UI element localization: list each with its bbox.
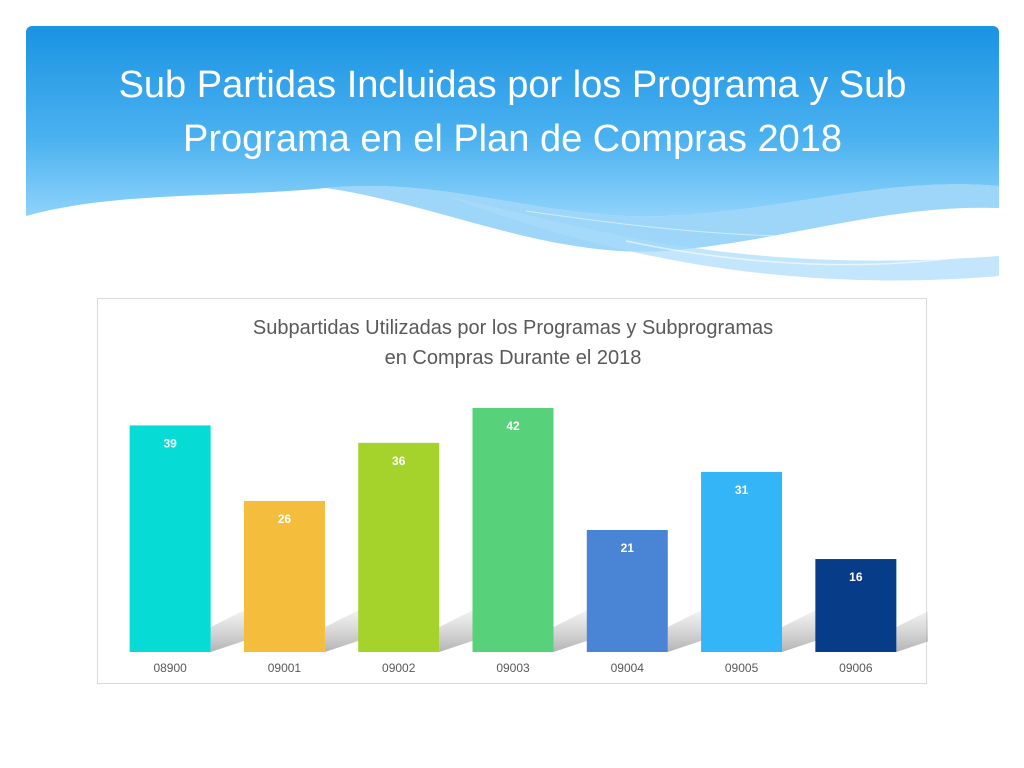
x-tick-label: 09001 bbox=[268, 661, 302, 675]
bar-shadow bbox=[896, 611, 928, 652]
data-label: 39 bbox=[163, 436, 177, 450]
x-tick-label: 09002 bbox=[382, 661, 416, 675]
chart-title-line-2: en Compras Durante el 2018 bbox=[384, 347, 642, 369]
x-tick-label: 09004 bbox=[611, 661, 645, 675]
bar-09001 bbox=[243, 500, 325, 652]
bar-09003 bbox=[472, 408, 554, 652]
data-label: 42 bbox=[506, 419, 520, 433]
x-tick-label: 09003 bbox=[496, 661, 530, 675]
data-label: 26 bbox=[278, 512, 292, 526]
slide-title-line-2: Programa en el Plan de Compras 2018 bbox=[182, 118, 843, 160]
slide-title-line-1: Sub Partidas Incluidas por los Programa … bbox=[118, 64, 907, 106]
data-label: 36 bbox=[392, 454, 406, 468]
chart-frame: 39 26 36 42 21 31 16 08900 09001 09002 09003 09004… bbox=[97, 298, 928, 684]
bar-09005 bbox=[701, 471, 783, 652]
bar-09004 bbox=[586, 530, 668, 652]
chart-title-line-1: Subpartidas Utilizadas por los Programas… bbox=[252, 317, 774, 339]
bar-09006 bbox=[815, 559, 897, 652]
data-label: 31 bbox=[735, 483, 749, 497]
bar-09002 bbox=[358, 442, 440, 652]
bar-08900 bbox=[129, 425, 211, 652]
header-wave-background bbox=[26, 26, 999, 281]
x-tick-label: 09006 bbox=[839, 661, 873, 675]
data-label: 16 bbox=[849, 570, 863, 584]
chart-title: Subpartidas Utilizadas por los Programas… bbox=[98, 313, 928, 373]
x-tick-label: 08900 bbox=[153, 661, 187, 675]
bar-chart: 39 26 36 42 21 31 16 08900 09001 09002 09003 09004… bbox=[129, 408, 928, 675]
slide-title: Sub Partidas Incluidas por los Programa … bbox=[26, 58, 999, 166]
data-label: 21 bbox=[621, 541, 635, 555]
slide-header: Sub Partidas Incluidas por los Programa … bbox=[26, 26, 999, 291]
x-tick-label: 09005 bbox=[725, 661, 759, 675]
